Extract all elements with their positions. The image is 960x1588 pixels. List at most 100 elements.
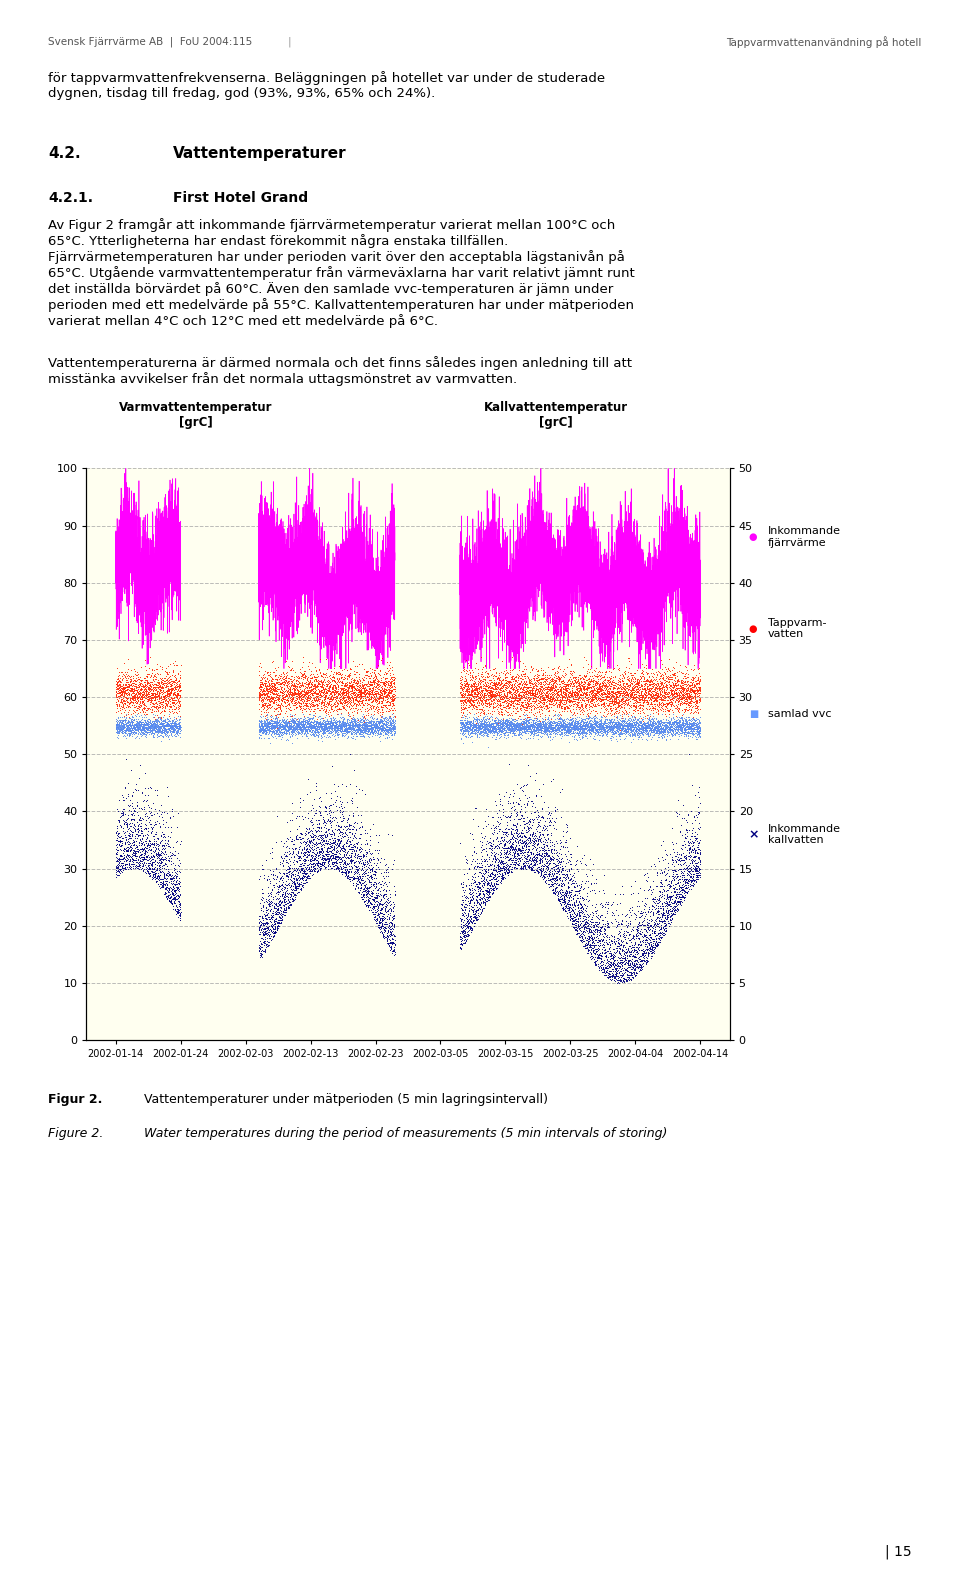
Point [330, 715, 346, 740]
Point [119, 723, 134, 748]
Point [638, 689, 654, 715]
Point [495, 667, 511, 692]
Point [493, 675, 509, 700]
Point [381, 715, 396, 740]
Point [511, 829, 526, 854]
Point [563, 651, 578, 676]
Point [327, 846, 343, 872]
Point [588, 678, 604, 703]
Point [689, 715, 705, 740]
Point [458, 724, 473, 750]
Point [477, 711, 492, 737]
Point [166, 850, 181, 875]
Point [366, 718, 381, 743]
Point [369, 688, 384, 713]
Point [316, 661, 331, 686]
Point [386, 708, 401, 734]
Point [590, 683, 606, 708]
Point [650, 680, 665, 705]
Point [511, 792, 526, 818]
Point [659, 711, 674, 737]
Point [265, 708, 280, 734]
Point [482, 877, 497, 902]
Point [638, 940, 654, 966]
Point [673, 708, 688, 734]
Point [537, 713, 552, 738]
Point [120, 676, 135, 702]
Point [332, 681, 348, 707]
Point [665, 681, 681, 707]
Point [498, 780, 514, 805]
Point [139, 673, 155, 699]
Point [573, 691, 588, 716]
Point [575, 711, 590, 737]
Point [659, 865, 674, 891]
Point [368, 716, 383, 742]
Point [146, 861, 161, 886]
Point [453, 705, 468, 730]
Point [172, 889, 187, 915]
Point [296, 715, 311, 740]
Point [108, 713, 124, 738]
Point [360, 713, 375, 738]
Point [293, 856, 308, 881]
Point [352, 697, 368, 723]
Point [306, 664, 322, 689]
Point [373, 665, 389, 691]
Point [550, 716, 565, 742]
Point [600, 667, 615, 692]
Point [157, 708, 173, 734]
Point [473, 716, 489, 742]
Point [295, 711, 310, 737]
Point [588, 708, 603, 734]
Point [132, 856, 147, 881]
Point [358, 892, 373, 918]
Point [672, 886, 687, 912]
Point [286, 673, 301, 699]
Point [275, 869, 290, 894]
Point [286, 673, 301, 699]
Point [643, 718, 659, 743]
Point [137, 702, 153, 727]
Point [606, 962, 621, 988]
Point [468, 873, 484, 899]
Point [366, 686, 381, 711]
Point [504, 675, 519, 700]
Point [684, 715, 699, 740]
Point [147, 845, 162, 870]
Point [112, 672, 128, 697]
Point [677, 850, 692, 875]
Point [515, 723, 530, 748]
Point [334, 691, 349, 716]
Point [578, 675, 593, 700]
Point [279, 680, 295, 705]
Point [354, 707, 370, 732]
Point [118, 703, 133, 729]
Point [510, 823, 525, 848]
Point [310, 843, 325, 869]
Point [345, 684, 360, 710]
Point [340, 665, 355, 691]
Point [662, 716, 678, 742]
Point [373, 675, 389, 700]
Point [271, 662, 286, 688]
Point [365, 854, 380, 880]
Point [385, 708, 400, 734]
Point [173, 662, 188, 688]
Point [505, 783, 520, 808]
Point [284, 705, 300, 730]
Point [616, 702, 632, 727]
Point [342, 656, 357, 681]
Point [559, 713, 574, 738]
Point [587, 678, 602, 703]
Point [574, 719, 589, 745]
Point [559, 686, 574, 711]
Point [459, 669, 474, 694]
Point [383, 713, 398, 738]
Point [323, 710, 338, 735]
Point [682, 715, 697, 740]
Point [123, 678, 138, 703]
Point [573, 673, 588, 699]
Point [110, 683, 126, 708]
Point [530, 667, 545, 692]
